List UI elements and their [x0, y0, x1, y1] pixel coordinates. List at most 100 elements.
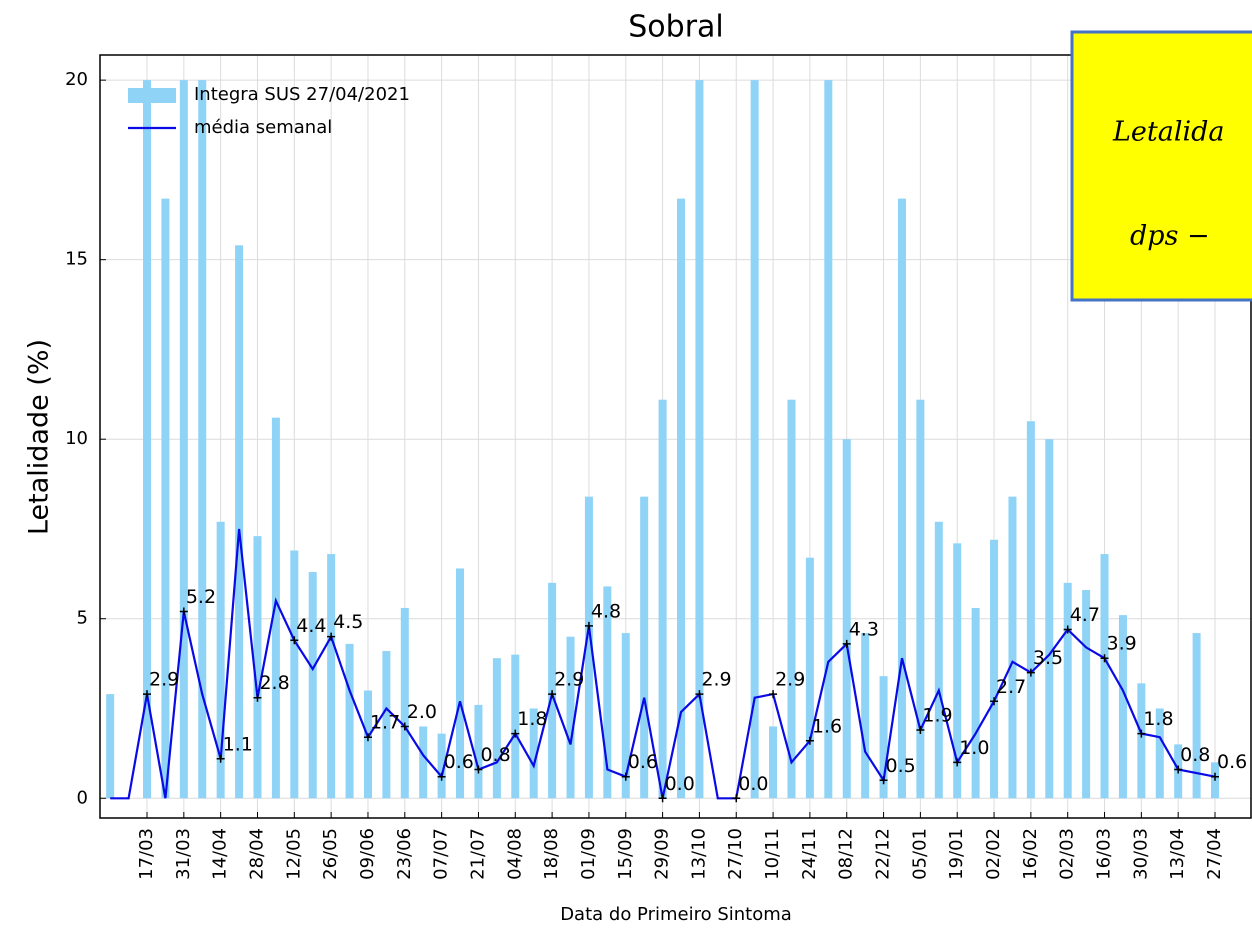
- bar: [492, 658, 501, 799]
- x-tick-label: 16/03: [1094, 828, 1115, 880]
- data-label: 2.0: [407, 701, 437, 723]
- x-tick-label: 01/09: [578, 828, 599, 880]
- bar: [345, 643, 354, 799]
- y-tick-label: 20: [65, 69, 88, 90]
- point-marker: [1137, 729, 1146, 738]
- bar: [1026, 421, 1035, 799]
- y-tick-label: 15: [65, 249, 88, 270]
- bar: [363, 690, 372, 799]
- x-tick-label: 30/03: [1130, 828, 1151, 880]
- bar: [106, 694, 115, 799]
- point-marker: [732, 794, 741, 803]
- bar: [990, 539, 999, 799]
- point-marker: [1063, 625, 1072, 634]
- x-tick-label: 15/09: [615, 828, 636, 880]
- bar: [1118, 615, 1127, 799]
- data-label: 2.9: [149, 669, 179, 691]
- data-label: 1.0: [959, 737, 989, 759]
- y-tick-label: 10: [65, 428, 88, 449]
- bar: [695, 80, 704, 799]
- data-label: 0.8: [1180, 744, 1210, 766]
- point-marker: [879, 776, 888, 785]
- point-marker: [400, 722, 409, 731]
- bar: [842, 439, 851, 799]
- annotation-box: [1070, 30, 1252, 302]
- plot-area: 0 5 10 15 20 17/03 31/03 14/04 28/04 12/05 26/05 09…: [65, 54, 1252, 880]
- point-marker: [769, 690, 778, 699]
- annotation: dps −: [1130, 221, 1210, 252]
- x-tick-label: 05/01: [909, 828, 930, 880]
- point-marker: [1174, 765, 1183, 774]
- data-label: 2.9: [775, 669, 805, 691]
- bar: [235, 245, 244, 799]
- x-tick-label: 04/08: [504, 828, 525, 880]
- x-tick-label: 19/01: [946, 828, 967, 880]
- data-label: 1.8: [517, 708, 547, 730]
- annotation: Letalida: [1112, 117, 1225, 148]
- x-tick-label: 16/02: [1020, 828, 1041, 880]
- point-marker: [916, 726, 925, 735]
- bar: [787, 399, 796, 799]
- bar: [603, 586, 612, 799]
- bar: [400, 607, 409, 799]
- bar: [382, 651, 391, 799]
- x-tick-label: 07/07: [431, 828, 452, 880]
- point-marker: [437, 772, 446, 781]
- point-marker: [953, 758, 962, 767]
- data-label: 5.2: [186, 586, 216, 608]
- point-marker: [695, 690, 704, 699]
- bar: [934, 521, 943, 799]
- data-label: 1.9: [922, 705, 952, 727]
- data-label: 1.7: [370, 712, 400, 734]
- bar: [861, 633, 870, 799]
- point-marker: [290, 636, 299, 645]
- y-tick-label: 0: [77, 787, 88, 808]
- bar: [290, 550, 299, 799]
- bar: [566, 636, 575, 799]
- data-label: 0.0: [665, 773, 695, 795]
- point-marker: [621, 772, 630, 781]
- data-label: 1.6: [812, 715, 842, 737]
- chart-title: Sobral: [628, 10, 724, 45]
- x-tick-label: 02/02: [983, 828, 1004, 880]
- bar: [1137, 683, 1146, 799]
- point-marker: [474, 765, 483, 774]
- x-tick-label: 12/05: [283, 828, 304, 880]
- bar: [1045, 439, 1054, 799]
- bar: [658, 399, 667, 799]
- bar: [474, 704, 483, 799]
- data-label: 0.6: [444, 751, 474, 773]
- legend-label: Integra SUS 27/04/2021: [194, 84, 410, 105]
- data-label: 2.9: [554, 669, 584, 691]
- point-marker: [990, 697, 999, 706]
- data-label: 1.8: [1143, 708, 1173, 730]
- bar: [879, 676, 888, 799]
- bar: [271, 417, 280, 799]
- point-marker: [216, 754, 225, 763]
- data-label: 4.7: [1070, 604, 1100, 626]
- bar: [437, 733, 446, 799]
- point-marker: [1026, 668, 1035, 677]
- bar: [179, 80, 188, 799]
- data-label: 0.8: [480, 744, 510, 766]
- x-tick-label: 29/09: [652, 828, 673, 880]
- bar: [1155, 708, 1164, 799]
- bar: [1008, 496, 1017, 799]
- x-tick-label: 18/08: [541, 828, 562, 880]
- point-marker: [842, 639, 851, 648]
- x-tick-label: 08/12: [836, 828, 857, 880]
- x-tick-label: 31/03: [173, 828, 194, 880]
- data-label: 0.5: [886, 755, 916, 777]
- point-marker: [363, 733, 372, 742]
- bar: [456, 568, 465, 799]
- data-label: 2.7: [996, 676, 1026, 698]
- bar: [419, 726, 428, 799]
- bar: [198, 80, 207, 799]
- x-tick-label: 23/06: [394, 828, 415, 880]
- legend-label: média semanal: [194, 117, 332, 138]
- data-label: 0.6: [628, 751, 658, 773]
- data-label: 2.9: [701, 669, 731, 691]
- y-axis-label: Letalidade (%): [24, 339, 55, 535]
- bar: [308, 572, 317, 799]
- bar: [971, 607, 980, 799]
